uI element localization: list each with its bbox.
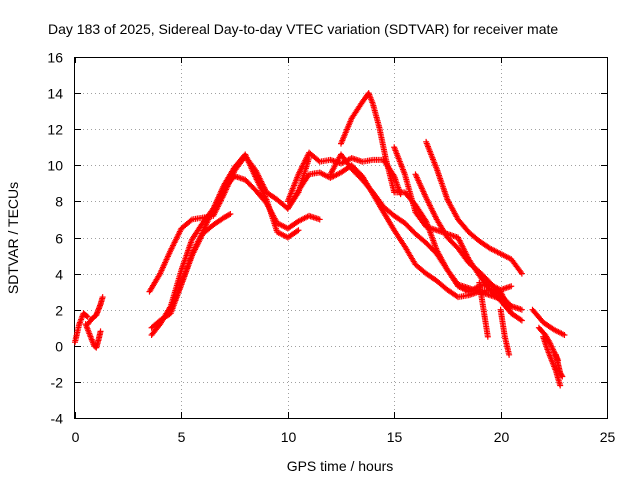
y-tick-label: 8 (55, 194, 63, 210)
data-point (99, 294, 106, 301)
data-point (187, 217, 194, 224)
data-point (83, 313, 90, 320)
series-track-20 (552, 351, 566, 380)
y-tick-label: -4 (51, 411, 64, 427)
data-point (506, 351, 513, 358)
data-point (518, 270, 525, 277)
y-tick-label: 16 (47, 50, 63, 66)
series-track-10 (327, 151, 515, 295)
y-tick-label: 2 (55, 303, 63, 319)
x-tick-label: 20 (494, 429, 510, 445)
x-tick-label: 5 (178, 429, 186, 445)
data-point (518, 306, 525, 313)
y-tick-label: 12 (47, 122, 63, 138)
plot-frame (74, 57, 608, 419)
data-point (97, 328, 104, 335)
chart-title: Day 183 of 2025, Sidereal Day-to-day VTE… (48, 21, 558, 37)
data-point (294, 228, 301, 235)
series-track-19 (540, 333, 564, 389)
data-point (226, 211, 233, 218)
series-track-15 (476, 279, 491, 340)
x-axis-title: GPS time / hours (287, 458, 394, 474)
data-point (559, 373, 566, 380)
series-track-3 (84, 294, 106, 328)
axis-ticks (75, 57, 608, 419)
y-tick-label: 6 (55, 231, 63, 247)
x-tick-label: 15 (387, 429, 403, 445)
data-point (295, 227, 302, 234)
data-point (84, 313, 91, 320)
data-point (561, 331, 568, 338)
grid (75, 57, 607, 418)
x-tick-label: 0 (72, 429, 80, 445)
data-point (508, 283, 515, 290)
y-tick-label: 4 (55, 267, 63, 283)
data-point (557, 382, 564, 389)
data-markers (72, 90, 568, 389)
y-tick-label: 0 (55, 339, 63, 355)
series-track-14 (412, 171, 525, 313)
x-tick-label: 25 (600, 429, 616, 445)
series-track-17 (529, 306, 568, 338)
series-track-6 (148, 151, 302, 331)
y-tick-label: 14 (47, 86, 63, 102)
series-track-2 (82, 321, 104, 351)
x-axis-tick-labels: 0 5 10 15 20 25 (72, 429, 616, 445)
data-point (227, 211, 234, 218)
y-tick-label: -2 (51, 375, 64, 391)
data-point (518, 317, 525, 324)
data-point (484, 333, 491, 340)
y-axis-tick-labels: -4 -2 0 2 4 6 8 10 12 14 16 (47, 50, 63, 427)
y-axis-title: SDTVAR / TECUs (5, 182, 21, 294)
series-track-7 (167, 211, 234, 313)
series-track-13 (423, 138, 525, 277)
data-point (558, 372, 565, 379)
series-track-1 (72, 310, 91, 346)
x-tick-label: 10 (281, 429, 297, 445)
data-point (517, 316, 524, 323)
y-tick-label: 10 (47, 158, 63, 174)
data-point (316, 216, 323, 223)
series-track-16 (497, 306, 513, 358)
